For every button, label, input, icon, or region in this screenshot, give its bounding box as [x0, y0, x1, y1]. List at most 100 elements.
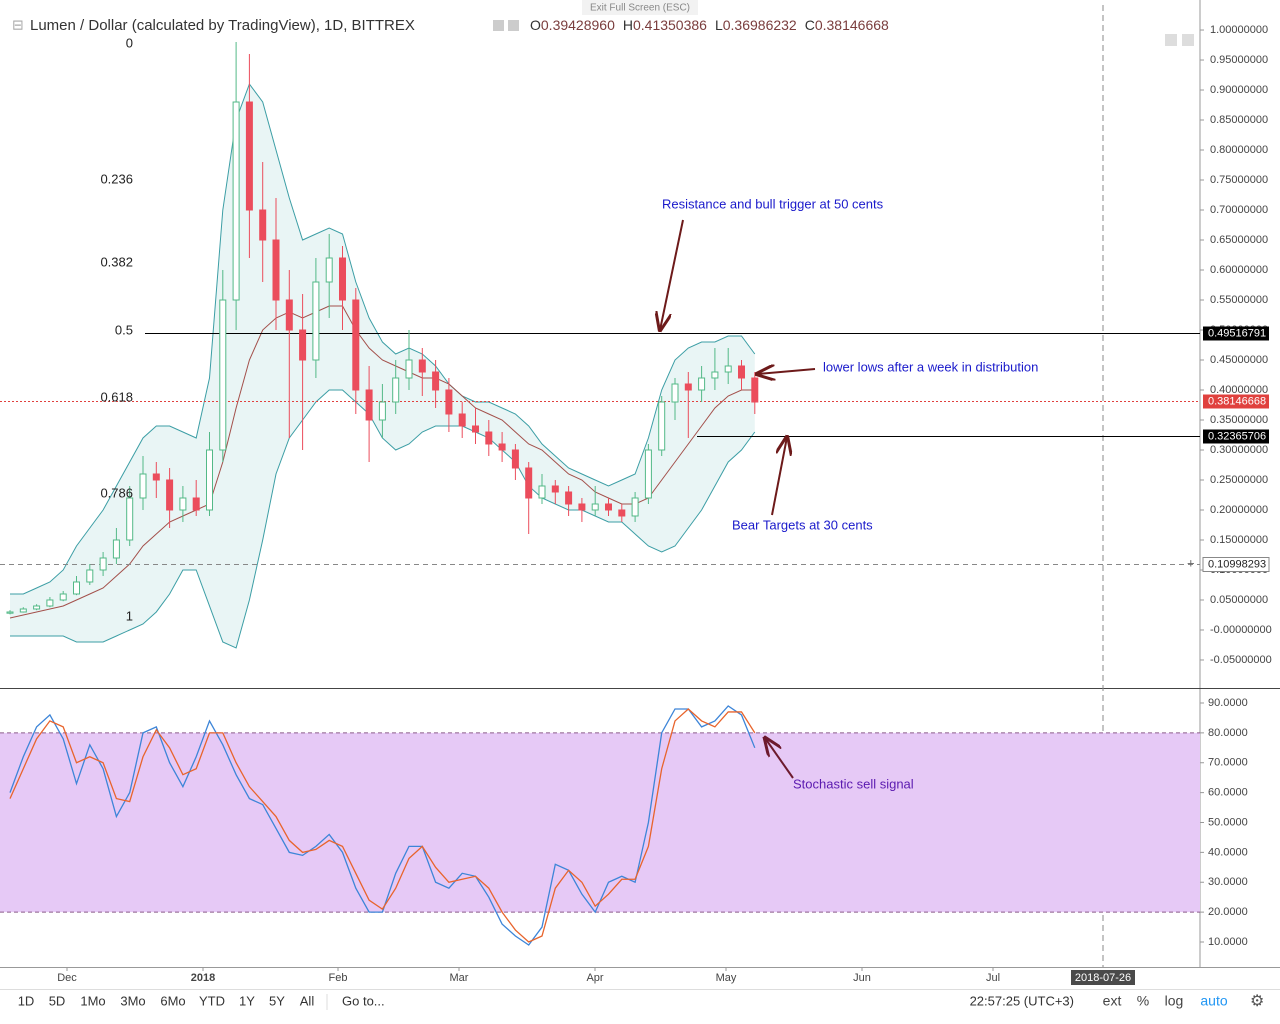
y-tick-label: 40.0000 — [1208, 846, 1248, 858]
candle-body — [126, 497, 134, 541]
y-tick-label: -0.00000000 — [1210, 624, 1272, 636]
range-button[interactable]: All — [300, 993, 315, 1008]
candle-body — [272, 239, 280, 301]
candle-body — [352, 299, 360, 391]
cursor-date-box — [1071, 970, 1135, 985]
range-button[interactable]: 6Mo — [160, 993, 185, 1008]
settings-icon[interactable]: ⚙ — [1250, 993, 1264, 1010]
annotation: Bear Targets at 30 cents — [732, 517, 873, 532]
candle-body — [325, 257, 333, 283]
goto-button[interactable]: Go to... — [342, 993, 385, 1008]
exit-fullscreen[interactable]: Exit Full Screen (ESC) — [590, 3, 690, 14]
candle-body — [698, 377, 706, 391]
candle-body — [112, 539, 120, 559]
x-tick-label: Feb — [329, 972, 348, 984]
x-tick-label: May — [716, 972, 737, 984]
x-tick-label: Dec — [57, 972, 77, 984]
annotation: Resistance and bull trigger at 50 cents — [662, 196, 884, 211]
candle-body — [405, 359, 413, 379]
stoch-line — [9, 705, 756, 946]
y-tick-label: 0.55000000 — [1210, 294, 1268, 306]
candle-body — [671, 383, 679, 403]
axis-option[interactable]: auto — [1200, 993, 1227, 1009]
y-tick-label: 10.0000 — [1208, 936, 1248, 948]
range-button[interactable]: YTD — [199, 993, 225, 1008]
icon[interactable] — [493, 20, 504, 31]
candle-body — [684, 383, 692, 391]
ohlc-label: O — [530, 17, 541, 33]
candle-body — [378, 401, 386, 421]
x-tick-label: Jun — [853, 972, 871, 984]
candle-body — [711, 371, 719, 379]
x-tick-label: Apr — [586, 972, 603, 984]
y-tick-label: 0.45000000 — [1210, 354, 1268, 366]
ohlc-label: L — [715, 17, 723, 33]
candle-body — [139, 473, 147, 499]
candle-body — [46, 599, 54, 607]
candle-body — [19, 608, 27, 613]
range-button[interactable]: 5Y — [269, 993, 285, 1008]
candle-body — [166, 479, 174, 511]
price-tag-label: 0.38146668 — [1208, 395, 1266, 407]
candle-body — [33, 605, 41, 610]
price-tag — [1203, 394, 1269, 409]
range-button[interactable]: 5D — [49, 993, 66, 1008]
icon[interactable] — [1165, 34, 1177, 46]
exit-fullscreen-button[interactable] — [582, 0, 698, 15]
candle-body — [365, 389, 373, 421]
candle-body — [658, 401, 666, 451]
y-tick-label: 0.70000000 — [1210, 204, 1268, 216]
candle-body — [392, 377, 400, 403]
crosshair-plus[interactable]: + — [1187, 555, 1195, 570]
candle-body — [485, 431, 493, 445]
axis-option[interactable]: log — [1165, 993, 1184, 1009]
ohlc-value: 0.41350386 — [633, 17, 707, 33]
candle-body — [99, 557, 107, 571]
candle-body — [179, 497, 187, 511]
collapse-icon[interactable]: ⊟ — [12, 17, 24, 33]
ohlc-value: 0.36986232 — [723, 17, 797, 33]
icon[interactable] — [1182, 34, 1194, 46]
axis-option[interactable]: ext — [1103, 993, 1122, 1009]
x-tick-label: 2018 — [191, 972, 215, 984]
ohlc-value: 0.39428960 — [541, 17, 615, 33]
candle-body — [418, 359, 426, 373]
bollinger-upper — [10, 82, 756, 595]
range-button[interactable]: 3Mo — [120, 993, 145, 1008]
range-button[interactable]: 1D — [18, 993, 35, 1008]
y-tick-label: 0.80000000 — [1210, 144, 1268, 156]
stoch-line — [9, 708, 756, 943]
y-tick-label: 0.35000000 — [1210, 414, 1268, 426]
range-button[interactable]: 1Y — [239, 993, 255, 1008]
y-tick-label: 30.0000 — [1208, 876, 1248, 888]
candle-body — [245, 101, 253, 211]
candle-body — [511, 449, 519, 469]
y-tick-label: 0.15000000 — [1210, 534, 1268, 546]
price-tag — [1203, 429, 1269, 444]
candle-body — [591, 503, 599, 511]
candle-body — [578, 503, 586, 511]
x-tick-label: Mar — [450, 972, 469, 984]
y-tick-label: 0.95000000 — [1210, 54, 1268, 66]
fib-label: 1 — [126, 608, 133, 623]
icon[interactable] — [508, 20, 519, 31]
candle-body — [618, 509, 626, 517]
fib-label: 0.5 — [115, 322, 133, 337]
candle-body — [6, 611, 14, 614]
arrow — [765, 738, 794, 779]
y-tick-label: 20.0000 — [1208, 906, 1248, 918]
candle-body — [458, 413, 466, 427]
candle-body — [738, 365, 745, 379]
y-tick-label: 0.30000000 — [1210, 444, 1268, 456]
candle-body — [525, 467, 533, 499]
y-tick-label: 0.85000000 — [1210, 114, 1268, 126]
candle-body — [206, 449, 213, 511]
candle-body — [445, 389, 453, 415]
range-button[interactable]: 1Mo — [80, 993, 105, 1008]
price-tag-label: 0.49516791 — [1208, 327, 1266, 339]
fib-label: 0.786 — [100, 485, 133, 500]
price-tag-label: 0.10998293 — [1208, 558, 1266, 570]
axis-option[interactable]: % — [1137, 993, 1149, 1009]
y-tick-label: -0.05000000 — [1210, 654, 1272, 666]
